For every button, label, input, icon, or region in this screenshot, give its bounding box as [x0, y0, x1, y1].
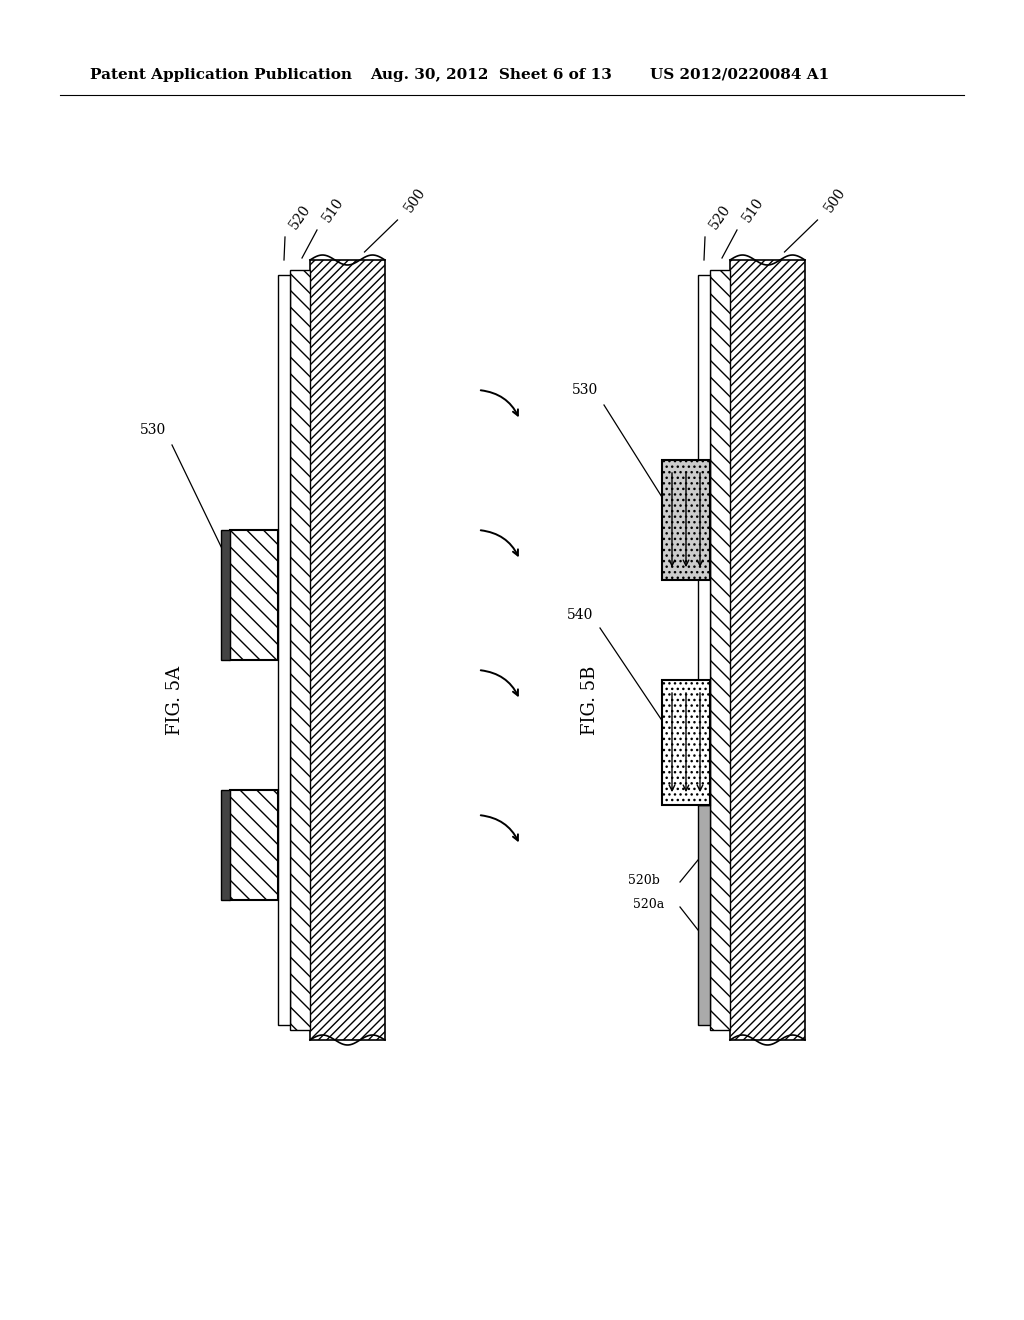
Text: 520a: 520a: [633, 899, 665, 912]
Bar: [698, 680, 710, 805]
Bar: [662, 680, 710, 805]
Bar: [290, 271, 310, 1030]
Bar: [662, 459, 710, 579]
Bar: [698, 805, 710, 1026]
Bar: [278, 275, 290, 1026]
Text: 520b: 520b: [628, 874, 659, 887]
Text: Patent Application Publication: Patent Application Publication: [90, 69, 352, 82]
Bar: [710, 271, 730, 1030]
Text: FIG. 5B: FIG. 5B: [581, 665, 599, 735]
Text: FIG. 5A: FIG. 5A: [166, 665, 184, 734]
Text: 520: 520: [287, 202, 313, 232]
Text: 520: 520: [707, 202, 733, 232]
Text: 500: 500: [821, 186, 848, 215]
Bar: [698, 275, 710, 680]
Text: 510: 510: [319, 195, 346, 224]
Bar: [730, 260, 805, 1040]
Text: 540: 540: [567, 609, 593, 622]
Text: US 2012/0220084 A1: US 2012/0220084 A1: [650, 69, 829, 82]
Text: 530: 530: [572, 383, 598, 397]
Bar: [310, 260, 385, 1040]
Text: Aug. 30, 2012  Sheet 6 of 13: Aug. 30, 2012 Sheet 6 of 13: [370, 69, 612, 82]
Bar: [230, 789, 278, 900]
Bar: [221, 789, 230, 900]
Text: 500: 500: [401, 186, 428, 215]
Text: 530: 530: [140, 422, 166, 437]
Text: 510: 510: [740, 195, 767, 224]
Bar: [230, 531, 278, 660]
Bar: [221, 531, 230, 660]
